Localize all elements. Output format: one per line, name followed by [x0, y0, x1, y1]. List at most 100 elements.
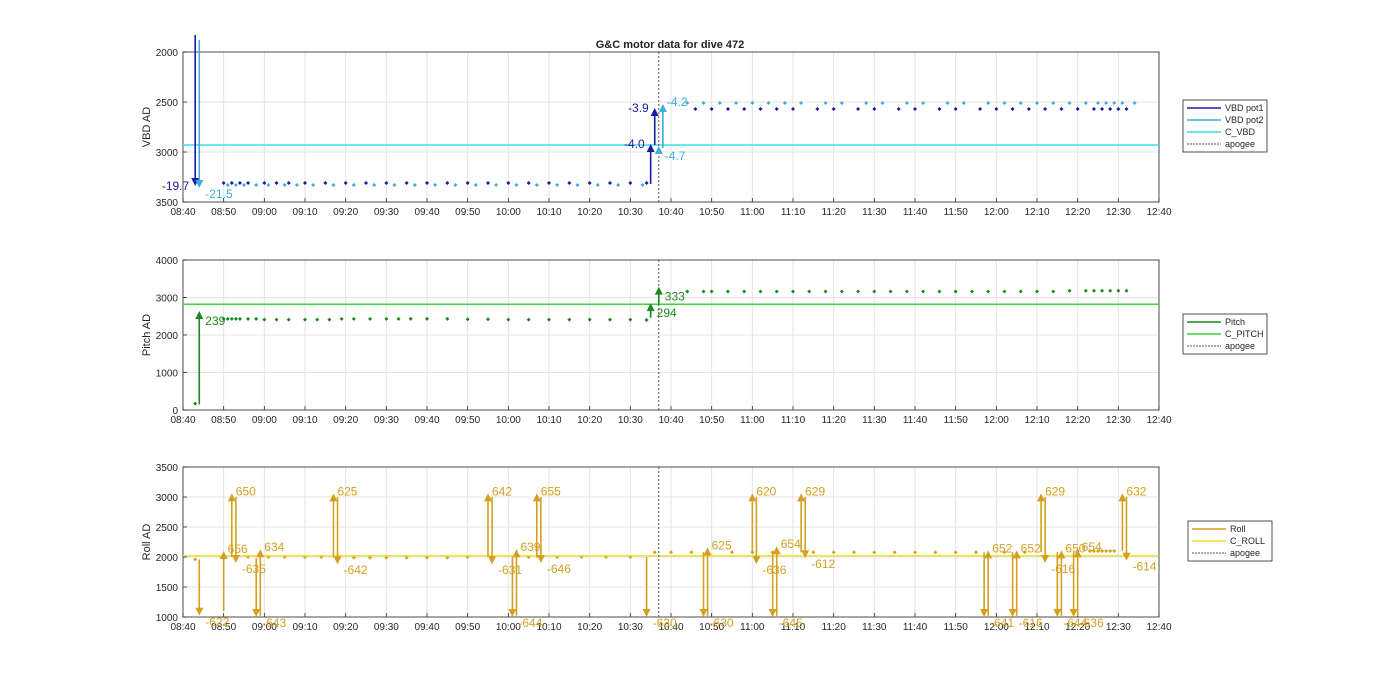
pitch-pitch-point	[339, 316, 344, 321]
vbd-y-tick-label: 2000	[156, 48, 179, 59]
roll-arrow-label: 639	[520, 540, 540, 554]
pitch-pitch-point	[526, 317, 531, 322]
vbd-vbd-pot1-point	[856, 107, 861, 111]
pitch-pitch-point	[262, 317, 267, 322]
pitch-pitch-point	[567, 317, 572, 322]
pitch-pitch-point	[807, 289, 812, 294]
vbd-vbd-pot1-point	[1124, 107, 1129, 111]
roll-arrow-head	[488, 556, 497, 565]
pitch-pitch-point	[1108, 288, 1113, 293]
pitch-pitch-point	[742, 289, 747, 294]
pitch-pitch-point	[872, 289, 877, 294]
vbd-vbd-pot1-point	[526, 181, 531, 185]
roll-arrow-head	[699, 609, 708, 617]
roll-x-tick-label: 10:40	[658, 622, 683, 633]
pitch-arrow-label: 294	[657, 306, 677, 320]
vbd-vbd-pot2-point	[1067, 101, 1072, 105]
roll-arrow-head	[329, 493, 338, 502]
roll-arrow-label: -642	[344, 563, 368, 577]
pitch-pitch-point	[225, 316, 230, 321]
vbd-y-tick-label: 3500	[156, 198, 179, 209]
roll-arrow-label: 620	[756, 484, 776, 498]
pitch-pitch-point	[286, 317, 291, 322]
vbd-x-tick-label: 12:40	[1146, 207, 1171, 218]
vbd-vbd-pot1-point	[486, 181, 490, 185]
roll-x-tick-label: 11:00	[740, 622, 765, 633]
pitch-x-tick-label: 10:50	[699, 415, 724, 426]
pitch-pitch-point	[921, 289, 926, 294]
vbd-vbd-pot2-point	[311, 183, 316, 187]
roll-x-tick-label: 09:40	[414, 622, 439, 633]
pitch-pitch-point	[254, 316, 259, 321]
vbd-vbd-pot1-point	[567, 181, 572, 185]
pitch-pitch-point	[246, 316, 251, 321]
roll-x-tick-label: 09:00	[252, 622, 277, 633]
roll-arrow-head	[512, 549, 521, 558]
pitch-pitch-point	[1067, 288, 1072, 293]
vbd-vbd-pot2-point	[294, 183, 299, 187]
vbd-x-tick-label: 09:20	[333, 207, 358, 218]
vbd-x-tick-label: 11:00	[740, 207, 765, 218]
pitch-x-tick-label: 09:00	[252, 415, 277, 426]
roll-arrow-head	[219, 551, 228, 559]
vbd-x-tick-label: 11:30	[862, 207, 887, 218]
pitch-x-tick-label: 12:30	[1106, 415, 1131, 426]
vbd-vbd-pot1-point	[758, 107, 763, 111]
vbd-x-tick-label: 11:40	[903, 207, 928, 218]
pitch-pitch-point	[396, 316, 401, 321]
vbd-vbd-pot1-point	[547, 181, 551, 185]
pitch-x-tick-label: 09:50	[455, 415, 480, 426]
vbd-vbd-pot2-point	[412, 183, 417, 187]
roll-x-tick-label: 10:30	[618, 622, 643, 633]
roll-arrow-head	[1012, 550, 1021, 559]
roll-x-tick-label: 10:20	[577, 622, 602, 633]
roll-arrow-label: -631	[498, 563, 522, 577]
roll-arrow-label: -636	[762, 563, 786, 577]
vbd-vbd-pot2-point	[494, 183, 499, 187]
roll-y-tick-label: 2000	[156, 553, 179, 564]
roll-arrow-head	[984, 550, 993, 559]
vbd-vbd-pot2-point	[595, 183, 600, 187]
vbd-vbd-pot2-point	[1112, 101, 1117, 105]
roll-x-tick-label: 12:10	[1024, 622, 1049, 633]
roll-x-tick-label: 11:10	[781, 622, 806, 633]
roll-arrow-head	[252, 609, 261, 617]
pitch-x-tick-label: 10:10	[536, 415, 561, 426]
roll-arrow-head	[1053, 609, 1062, 617]
roll-arrow-head	[797, 493, 806, 502]
roll-x-tick-label: 09:30	[374, 622, 399, 633]
roll-arrow-head	[333, 556, 342, 565]
vbd-vbd-pot2-point	[1120, 101, 1125, 105]
vbd-vbd-pot2-point	[1096, 101, 1100, 105]
vbd-arrow-head	[195, 180, 204, 188]
vbd-y-tick-label: 2500	[156, 98, 179, 109]
vbd-x-tick-label: 11:10	[781, 207, 806, 218]
roll-arrow-head	[1118, 493, 1127, 502]
vbd-vbd-pot2-point	[473, 183, 478, 187]
vbd-x-tick-label: 10:10	[536, 207, 561, 218]
vbd-arrow-label: -4.0	[624, 137, 645, 151]
pitch-legend-label: apogee	[1225, 341, 1255, 351]
roll-x-tick-label: 08:40	[170, 622, 195, 633]
roll-arrow-head	[484, 493, 492, 502]
pitch-legend-label: C_PITCH	[1225, 329, 1264, 339]
vbd-arrow-label: -19.7	[162, 179, 190, 193]
roll-roll-point	[1100, 549, 1105, 553]
vbd-vbd-pot2-point	[1132, 101, 1137, 105]
pitch-pitch-point	[644, 318, 649, 322]
vbd-vbd-pot1-point	[709, 107, 714, 111]
roll-y-tick-label: 3500	[156, 463, 179, 474]
vbd-x-tick-label: 10:00	[496, 207, 521, 218]
vbd-x-tick-label: 09:10	[292, 207, 317, 218]
pitch-x-tick-label: 09:20	[333, 415, 358, 426]
pitch-pitch-point	[233, 316, 238, 321]
roll-y-tick-label: 1500	[156, 583, 179, 594]
pitch-x-tick-label: 08:50	[211, 415, 236, 426]
vbd-vbd-pot1-point	[994, 107, 999, 111]
vbd-vbd-pot1-point	[1026, 107, 1031, 111]
vbd-x-tick-label: 12:00	[984, 207, 1009, 218]
pitch-pitch-point	[315, 317, 320, 322]
vbd-vbd-pot1-point	[1043, 107, 1048, 111]
pitch-arrow-label: 333	[665, 290, 685, 304]
pitch-pitch-point	[823, 289, 828, 294]
